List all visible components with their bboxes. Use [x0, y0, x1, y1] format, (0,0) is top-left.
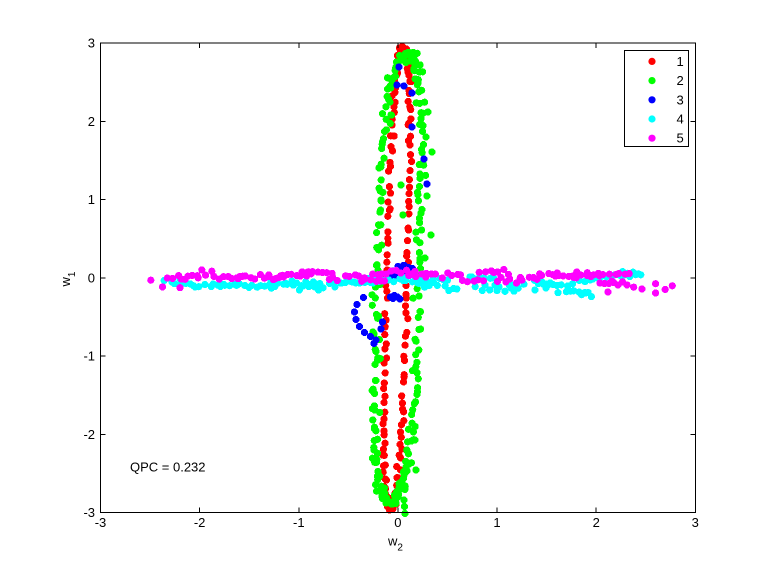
- svg-text:1: 1: [88, 192, 95, 207]
- svg-text:-1: -1: [293, 515, 305, 530]
- svg-text:4: 4: [677, 112, 684, 127]
- svg-text:2: 2: [593, 515, 600, 530]
- svg-text:2: 2: [677, 73, 684, 88]
- svg-text:0: 0: [394, 515, 401, 530]
- svg-text:5: 5: [677, 131, 684, 146]
- svg-text:3: 3: [677, 92, 684, 107]
- svg-text:2: 2: [88, 114, 95, 129]
- svg-text:-1: -1: [83, 349, 95, 364]
- svg-text:-2: -2: [194, 515, 206, 530]
- svg-text:1: 1: [493, 515, 500, 530]
- svg-text:3: 3: [88, 36, 95, 51]
- svg-text:QPC = 0.232: QPC = 0.232: [130, 460, 206, 475]
- svg-text:1: 1: [677, 54, 684, 69]
- svg-text:-3: -3: [83, 505, 95, 520]
- svg-text:-3: -3: [95, 515, 107, 530]
- svg-text:-2: -2: [83, 427, 95, 442]
- svg-text:3: 3: [692, 515, 699, 530]
- svg-text:0: 0: [88, 270, 95, 285]
